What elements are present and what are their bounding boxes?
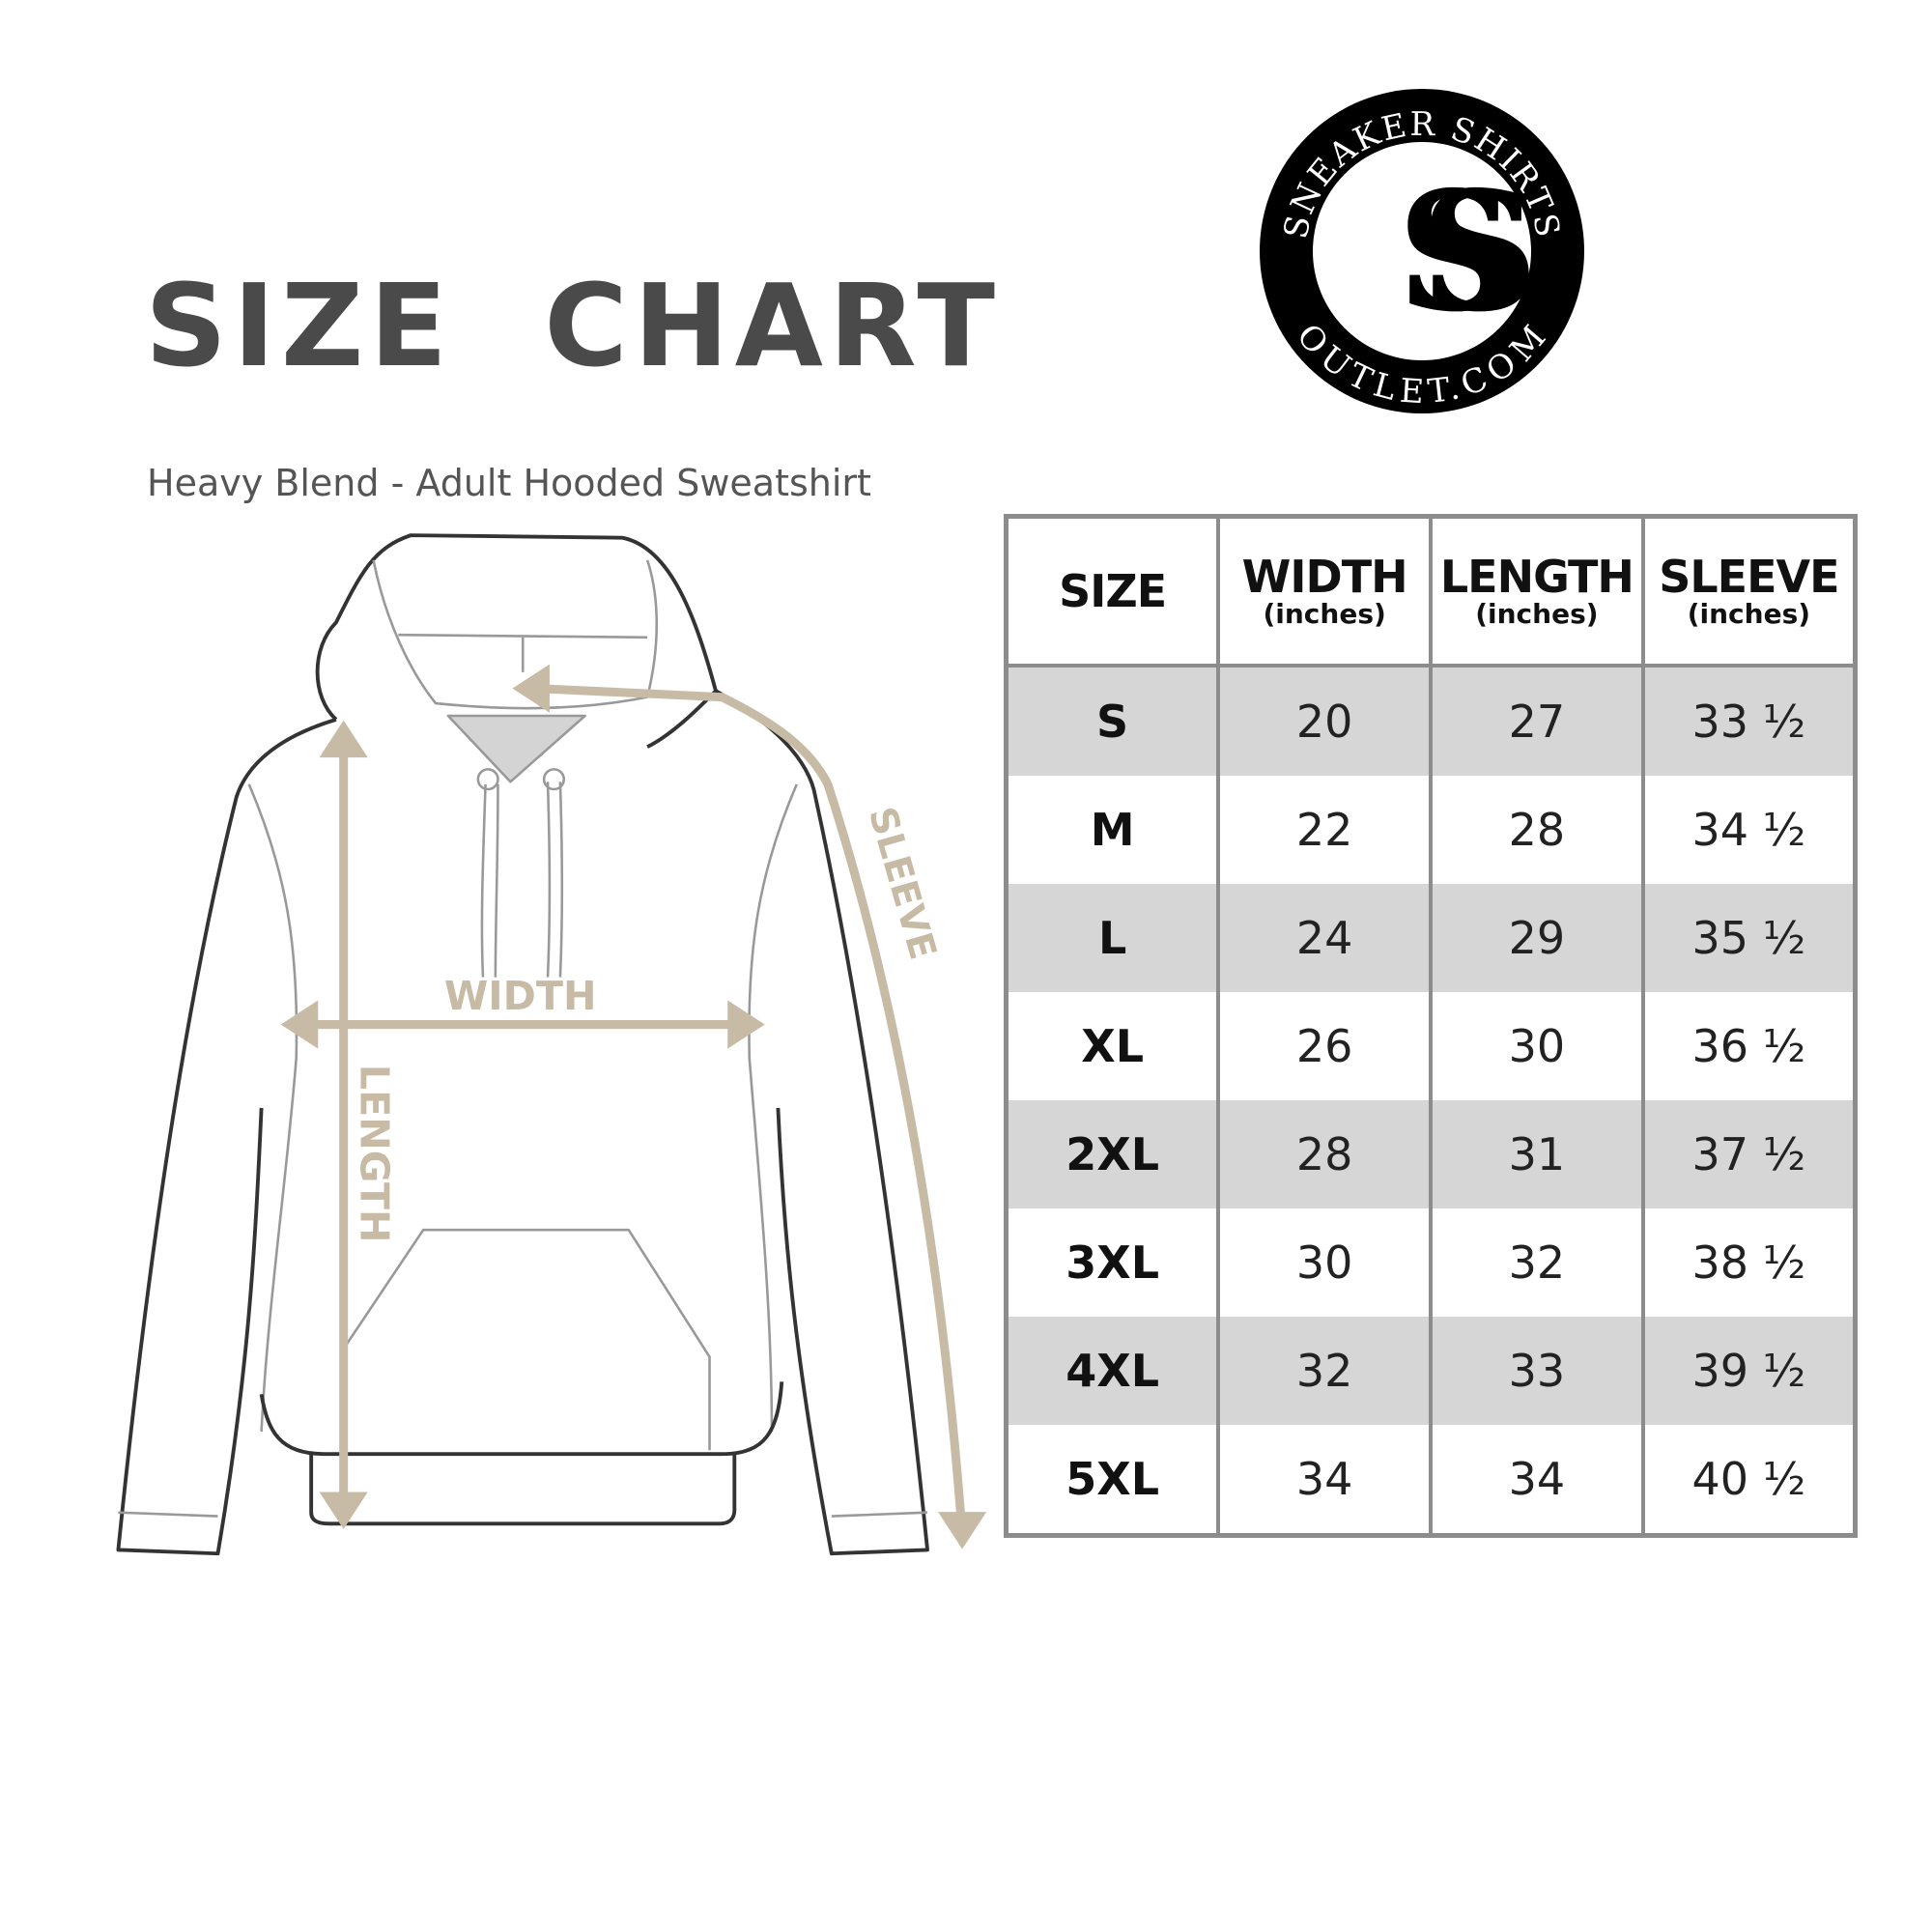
size-cell: 5XL xyxy=(1004,1425,1221,1536)
column-header-width: WIDTH (inches) xyxy=(1216,514,1433,668)
product-subtitle: Heavy Blend - Adult Hooded Sweatshirt xyxy=(147,462,871,504)
value-cell: 35 ½ xyxy=(1640,884,1858,992)
table-row: S 20 27 33 ½ xyxy=(1004,666,1858,776)
header-unit: (inches) xyxy=(1263,598,1386,631)
size-cell: 3XL xyxy=(1004,1208,1221,1317)
length-label: LENGTH xyxy=(352,1065,398,1243)
column-header-length: LENGTH (inches) xyxy=(1429,514,1645,668)
value-cell: 26 xyxy=(1216,992,1433,1100)
value-cell: 39 ½ xyxy=(1640,1317,1858,1425)
table-header-row: SIZE WIDTH (inches) LENGTH (inches) SLEEVE (in… xyxy=(1004,514,1858,668)
value-cell: 34 xyxy=(1429,1425,1645,1536)
brand-logo: SNEAKER SHIRTS OUTLET.COM SS xyxy=(1260,89,1588,413)
column-header-size: SIZE xyxy=(1004,514,1221,668)
value-cell: 33 xyxy=(1429,1317,1645,1425)
table-row: 4XL 32 33 39 ½ xyxy=(1004,1317,1858,1425)
size-cell: 2XL xyxy=(1004,1100,1221,1208)
table-row: 3XL 30 32 38 ½ xyxy=(1004,1208,1858,1317)
page-title: SIZE CHART xyxy=(145,259,1001,392)
value-cell: 27 xyxy=(1429,666,1645,776)
value-cell: 24 xyxy=(1216,884,1433,992)
measurement-arrows xyxy=(280,664,987,1549)
size-cell: L xyxy=(1004,884,1221,992)
size-cell: 4XL xyxy=(1004,1317,1221,1425)
value-cell: 33 ½ xyxy=(1640,666,1858,776)
value-cell: 20 xyxy=(1216,666,1433,776)
value-cell: 32 xyxy=(1216,1317,1433,1425)
value-cell: 34 xyxy=(1216,1425,1433,1536)
width-label: WIDTH xyxy=(444,973,597,1019)
size-cell: S xyxy=(1004,666,1221,776)
header-label: WIDTH xyxy=(1241,551,1408,604)
header-label: LENGTH xyxy=(1439,551,1634,604)
value-cell: 40 ½ xyxy=(1640,1425,1858,1536)
size-cell: M xyxy=(1004,776,1221,884)
value-cell: 28 xyxy=(1216,1100,1433,1208)
column-header-sleeve: SLEEVE (inches) xyxy=(1640,514,1858,668)
value-cell: 34 ½ xyxy=(1640,776,1858,884)
value-cell: 30 xyxy=(1216,1208,1433,1317)
table-row: L 24 29 35 ½ xyxy=(1004,884,1858,992)
size-table: SIZE WIDTH (inches) LENGTH (inches) SLEEVE (in… xyxy=(1004,514,1858,1538)
value-cell: 30 xyxy=(1429,992,1645,1100)
value-cell: 32 xyxy=(1429,1208,1645,1317)
header-unit: (inches) xyxy=(1475,598,1599,631)
header-label: SIZE xyxy=(1059,564,1167,617)
table-row: M 22 28 34 ½ xyxy=(1004,776,1858,884)
value-cell: 36 ½ xyxy=(1640,992,1858,1100)
value-cell: 38 ½ xyxy=(1640,1208,1858,1317)
value-cell: 29 xyxy=(1429,884,1645,992)
header-unit: (inches) xyxy=(1687,598,1811,631)
value-cell: 37 ½ xyxy=(1640,1100,1858,1208)
table-row: 2XL 28 31 37 ½ xyxy=(1004,1100,1858,1208)
table-row: XL 26 30 36 ½ xyxy=(1004,992,1858,1100)
table-row: 5XL 34 34 40 ½ xyxy=(1004,1425,1858,1536)
size-cell: XL xyxy=(1004,992,1221,1100)
value-cell: 28 xyxy=(1429,776,1645,884)
header-label: SLEEVE xyxy=(1659,551,1839,604)
value-cell: 22 xyxy=(1216,776,1433,884)
sleeve-arrow xyxy=(534,684,966,1520)
value-cell: 31 xyxy=(1429,1100,1645,1208)
